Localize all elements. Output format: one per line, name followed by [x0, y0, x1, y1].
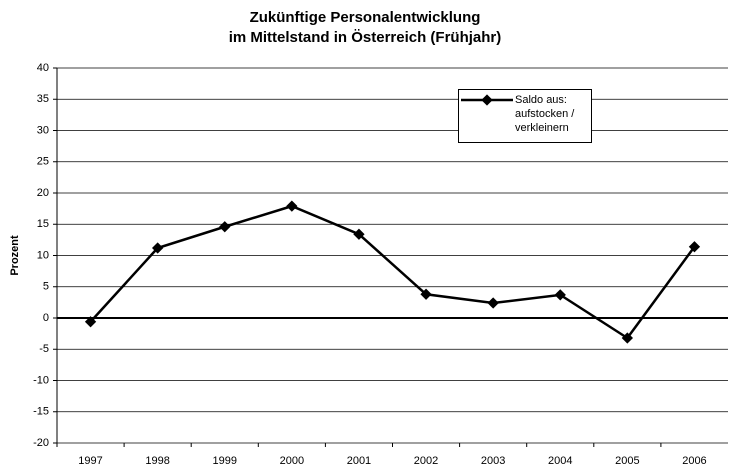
point [621, 332, 634, 344]
point [420, 288, 432, 300]
point [353, 228, 365, 240]
x-tick-label: 1997 [78, 455, 102, 467]
point [286, 200, 298, 212]
series-line [89, 204, 696, 340]
x-tick-label: 2001 [347, 455, 371, 467]
y-tick-label: 35 [37, 93, 49, 105]
y-tick-label: -5 [39, 343, 49, 355]
point [219, 221, 231, 233]
y-axis-label: Prozent [9, 235, 21, 276]
y-tick-label: -20 [33, 437, 49, 449]
y-tick-label: 15 [37, 218, 49, 230]
y-tick-label: 25 [37, 156, 49, 168]
legend: Saldo aus: aufstocken / verkleinern [458, 89, 592, 143]
legend-label: Saldo aus: aufstocken / verkleinern [515, 94, 575, 134]
point [554, 289, 566, 301]
point [688, 241, 701, 253]
x-tick-label: 2004 [548, 455, 572, 467]
x-tick-label: 2002 [414, 455, 438, 467]
y-tick-label: 20 [37, 187, 49, 199]
x-tick-label: 1999 [213, 455, 237, 467]
x-tick-label: 1998 [145, 455, 169, 467]
point [151, 242, 164, 254]
y-tick-label: 10 [37, 249, 49, 261]
y-tick-label: -10 [33, 374, 49, 386]
y-tick-label: 5 [43, 281, 49, 293]
chart-title: Zukünftige Personalentwicklung im Mittel… [228, 9, 502, 46]
y-tick-label: -15 [33, 406, 49, 418]
legend-swatch [461, 94, 513, 106]
y-tick-label: 30 [37, 124, 49, 136]
y-tick-label: 40 [37, 62, 49, 74]
point [487, 297, 499, 309]
x-tick-label: 2006 [682, 455, 706, 467]
x-tick-label: 2000 [280, 455, 304, 467]
x-tick-label: 2005 [615, 455, 639, 467]
y-tick-label: 0 [43, 312, 49, 324]
x-tick-label: 2003 [481, 455, 505, 467]
